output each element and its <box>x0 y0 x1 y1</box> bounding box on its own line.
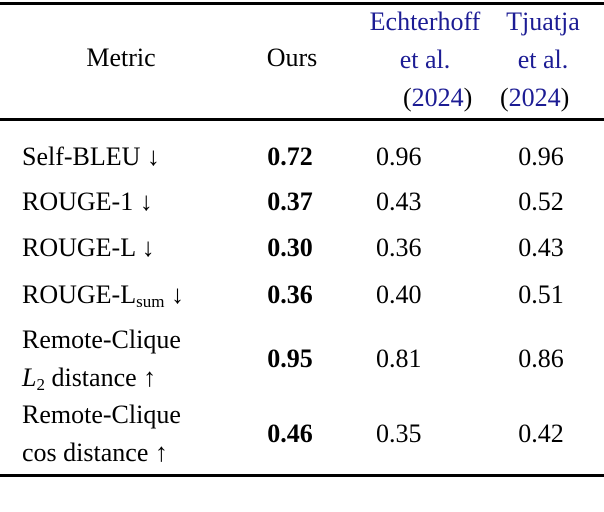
year-link[interactable]: 2024 <box>508 83 561 112</box>
cell-ours: 0.37 <box>267 187 313 216</box>
header-tjuatja-year[interactable]: (2024) <box>500 83 569 113</box>
paren-close: ) <box>560 83 570 112</box>
cell-tjuatja: 0.96 <box>518 142 564 171</box>
metric-label: ROUGE-Lsum ↓ <box>22 280 184 310</box>
cell-ours: 0.46 <box>267 419 313 448</box>
header-echterhoff-line2[interactable]: et al. <box>399 45 451 74</box>
top-rule <box>0 2 604 5</box>
cell-echterhoff: 0.40 <box>376 280 422 309</box>
header-rule <box>0 118 604 121</box>
header-echterhoff-line1[interactable]: Echterhoff <box>369 7 481 36</box>
cell-echterhoff: 0.36 <box>376 233 422 262</box>
metric-subscript: 2 <box>36 375 45 394</box>
cell-tjuatja: 0.42 <box>518 419 564 448</box>
cell-tjuatja: 0.86 <box>518 344 564 373</box>
cell-tjuatja: 0.52 <box>518 187 564 216</box>
cell-tjuatja: 0.43 <box>518 233 564 262</box>
header-tjuatja-line1[interactable]: Tjuatja <box>506 7 580 36</box>
metric-label: Self-BLEU ↓ <box>22 142 160 172</box>
metric-label: ROUGE-1 ↓ <box>22 187 153 217</box>
header-ours: Ours <box>266 43 318 72</box>
metric-name: Remote-Clique <box>22 325 181 354</box>
paren-open: ( <box>500 83 509 112</box>
metric-name: Self-BLEU <box>22 142 141 171</box>
metric-suffix: ↓ <box>164 280 184 309</box>
bottom-rule <box>0 474 604 477</box>
header-tjuatja-line2[interactable]: et al. <box>517 45 569 74</box>
metric-label: Remote-Clique <box>22 400 181 430</box>
cell-echterhoff: 0.43 <box>376 187 422 216</box>
cell-tjuatja: 0.51 <box>518 280 564 309</box>
cell-echterhoff: 0.96 <box>376 142 422 171</box>
metric-suffix: ↓ <box>140 142 160 171</box>
metric-name: ROUGE-L <box>22 280 137 309</box>
metric-suffix: distance ↑ <box>56 438 168 467</box>
header-metric: Metric <box>86 43 156 72</box>
metric-label: Remote-Clique <box>22 325 181 355</box>
year-link[interactable]: 2024 <box>411 83 464 112</box>
metric-name: ROUGE-1 <box>22 187 134 216</box>
metric-name: Remote-Clique <box>22 400 181 429</box>
cell-ours: 0.72 <box>267 142 313 171</box>
metric-suffix: ↓ <box>135 233 155 262</box>
cell-ours: 0.36 <box>267 280 313 309</box>
cell-ours: 0.95 <box>267 344 313 373</box>
cell-ours: 0.30 <box>267 233 313 262</box>
metric-label: L2 distance ↑ <box>22 363 156 393</box>
cell-echterhoff: 0.81 <box>376 344 422 373</box>
metric-label: ROUGE-L ↓ <box>22 233 155 263</box>
paren-close: ) <box>463 83 473 112</box>
metric-name: ROUGE-L <box>22 233 136 262</box>
metric-name: cos <box>22 438 57 467</box>
header-echterhoff-year[interactable]: (2024) <box>403 83 472 113</box>
metric-name: L <box>22 363 37 392</box>
metric-suffix: distance ↑ <box>44 363 157 392</box>
cell-echterhoff: 0.35 <box>376 419 422 448</box>
metric-suffix: ↓ <box>133 187 153 216</box>
metric-subscript: sum <box>136 292 165 311</box>
metric-label: cos distance ↑ <box>22 438 168 468</box>
paren-open: ( <box>403 83 412 112</box>
